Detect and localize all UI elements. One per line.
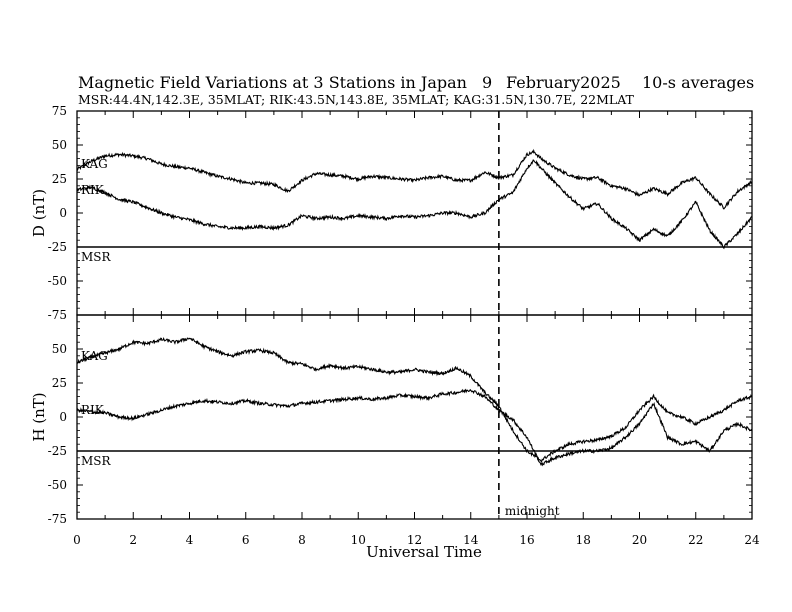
h-station-label-kag: KAG [81,349,108,363]
d-series-rik-line [76,159,753,250]
d-station-label-kag: KAG [81,157,108,171]
d-y-tick-label: -75 [48,308,67,322]
averaging-note: 10-s averages [642,73,754,92]
x-tick-label: 18 [576,533,591,547]
d-y-tick-label: 75 [52,104,67,118]
x-tick-label: 14 [463,533,479,547]
d-y-axis-label: D (nT) [30,189,48,237]
x-tick-label: 10 [351,533,366,547]
h-y-tick-label: -75 [48,512,67,526]
h-y-axis-label: H (nT) [30,392,48,441]
d-y-tick-label: -25 [48,240,67,254]
midnight-label: midnight [505,504,560,518]
x-tick-label: 20 [632,533,647,547]
x-tick-label: 12 [407,533,422,547]
h-y-tick-label: 50 [52,342,67,356]
h-series-rik-line [76,388,753,467]
h-station-label-msr: MSR [81,454,112,468]
d-y-tick-label: 25 [52,172,67,186]
h-y-tick-label: -25 [48,444,67,458]
h-y-tick-label: 0 [59,410,67,424]
d-y-tick-label: -50 [48,274,67,288]
date-month-year: February2025 [506,73,621,92]
x-tick-label: 22 [688,533,703,547]
x-tick-label: 0 [73,533,81,547]
d-y-tick-label: 50 [52,138,67,152]
chart-title: Magnetic Field Variations at 3 Stations … [78,73,467,92]
d-station-label-msr: MSR [81,250,112,264]
x-tick-label: 6 [242,533,250,547]
d-panel: 75 50 25 0 -25 -50 -75 D (nT) KAG RIK MSR [30,104,753,322]
date-day: 9 [482,73,492,92]
h-series-kag-line [76,336,753,463]
stations-info: MSR:44.4N,142.3E, 35MLAT; RIK:43.5N,143.… [78,92,635,107]
x-tick-label: 2 [129,533,137,547]
d-series-kag-line [76,148,753,210]
h-y-tick-label: 25 [52,376,67,390]
x-tick-label: 4 [186,533,194,547]
d-y-tick-label: 0 [59,206,67,220]
h-station-label-rik: RIK [81,403,105,417]
x-tick-label: 24 [744,533,760,547]
h-y-tick-label: -50 [48,478,67,492]
x-axis-label: Universal Time [366,543,482,561]
h-plot-frame [76,314,753,520]
x-tick-label: 8 [298,533,306,547]
x-tick-label: 16 [519,533,534,547]
d-station-label-rik: RIK [81,183,105,197]
d-plot-frame [76,110,753,316]
